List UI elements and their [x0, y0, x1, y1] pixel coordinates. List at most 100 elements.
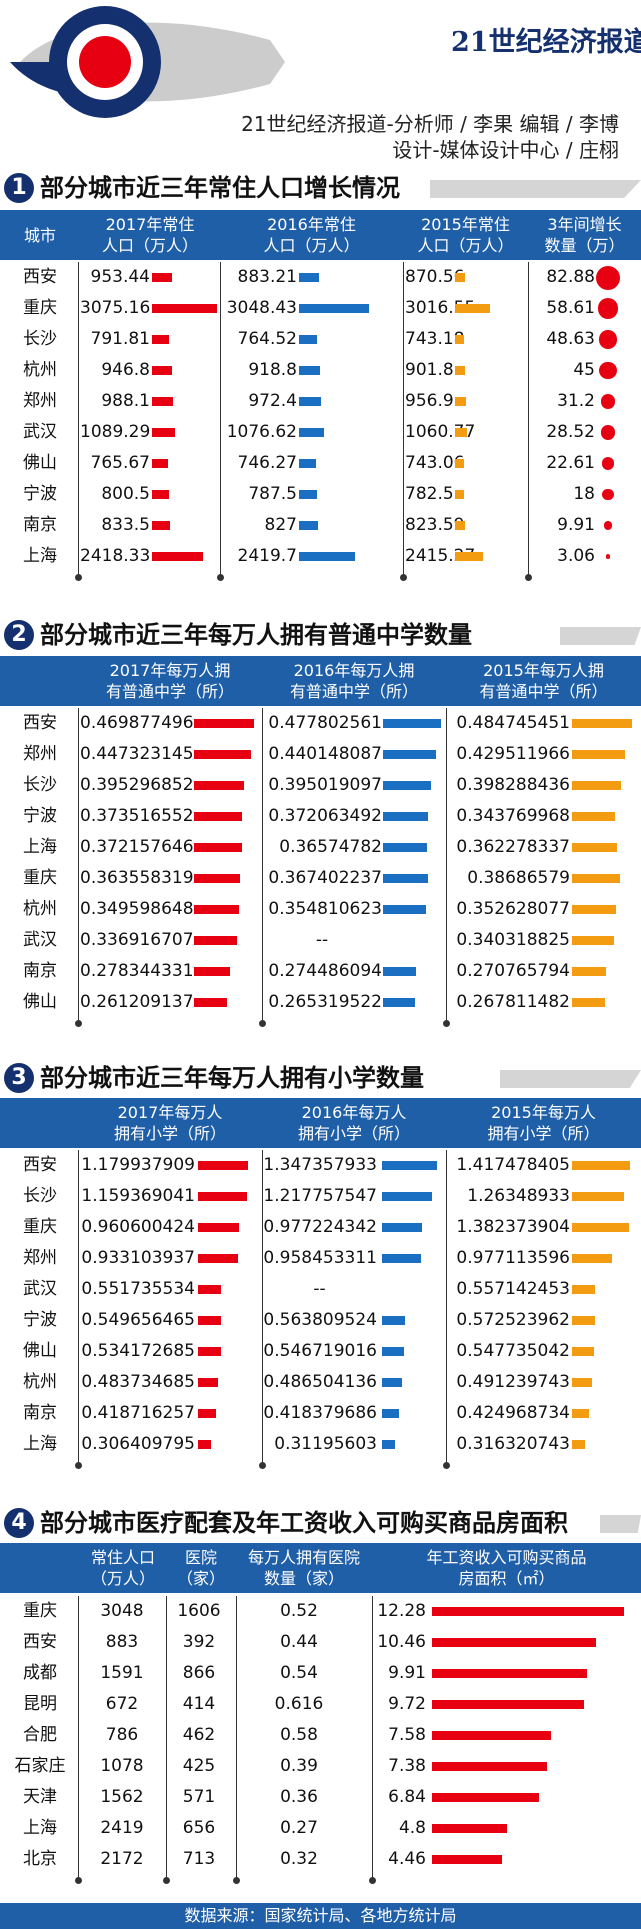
area-bar: [432, 1669, 587, 1678]
bar-mark: [194, 874, 240, 883]
bar-mark: [572, 1285, 595, 1294]
table-row: 长沙 1.159369041 1.217757547 1.26348933: [0, 1181, 641, 1212]
bar-mark: [572, 1192, 624, 1201]
growth-dot: [600, 425, 616, 440]
credit-line-1: 21世纪经济报道-分析师 / 李果 编辑 / 李博: [241, 112, 619, 136]
column-value: 883: [105, 1632, 139, 1652]
bar-mark: [194, 781, 244, 790]
value-label: 0.31195603: [274, 1434, 377, 1454]
bar-mark: [194, 750, 251, 759]
column-value: 0.36: [280, 1787, 318, 1807]
value-label: 0.933103937: [81, 1248, 195, 1268]
value-label: 800.5: [101, 484, 150, 504]
growth-label: 18: [573, 484, 595, 504]
area-label: 4.8: [398, 1818, 426, 1838]
bar-mark: [194, 998, 227, 1007]
value-label: 0.267811482: [456, 992, 570, 1012]
column-value: 0.616: [274, 1694, 324, 1714]
value-label: 0.278344331: [80, 961, 194, 981]
column-value: 2172: [100, 1849, 144, 1869]
value-label: 1089.29: [80, 422, 151, 442]
value-label: 0.546719016: [263, 1341, 377, 1361]
bar-mark: [383, 750, 436, 759]
value-label: 0.484745451: [456, 713, 570, 733]
area-label: 7.38: [388, 1756, 426, 1776]
area-bar: [432, 1731, 551, 1740]
city-name: 郑州: [23, 744, 57, 764]
bar-mark: [198, 1192, 247, 1201]
value-label: 0.418379686: [263, 1403, 377, 1423]
column-value: 571: [182, 1787, 216, 1807]
value-label: 0.343769968: [456, 806, 570, 826]
bar-mark: [152, 273, 172, 282]
column-value: 0.44: [280, 1632, 318, 1652]
column-divider: [443, 1150, 450, 1469]
table-row: 重庆 3075.16 3048.43 3016.55 58.61: [0, 293, 641, 324]
city-name: 杭州: [23, 360, 57, 380]
column-divider: [259, 1150, 266, 1469]
city-name: 佛山: [23, 1341, 57, 1361]
growth-label: 31.2: [557, 391, 595, 411]
bar-mark: [383, 967, 416, 976]
growth-label: 45: [573, 360, 595, 380]
value-label: 1.382373904: [456, 1217, 570, 1237]
bar-mark: [455, 397, 466, 406]
bar-mark: [455, 335, 464, 344]
value-label: 0.572523962: [456, 1310, 570, 1330]
table-row: 重庆 3048 1606 0.52 12.28: [0, 1596, 641, 1627]
table-row: 郑州 0.933103937 0.958453311 0.977113596: [0, 1243, 641, 1274]
value-label: 0.483734685: [81, 1372, 195, 1392]
table-row: 合肥 786 462 0.58 7.58: [0, 1720, 641, 1751]
bar-mark: [194, 967, 230, 976]
value-label: 0.977224342: [263, 1217, 377, 1237]
column-value: 1078: [100, 1756, 144, 1776]
bar-mark: [198, 1347, 221, 1356]
section-number: 3: [4, 1063, 34, 1093]
value-label: 0.352628077: [456, 899, 570, 919]
growth-label: 58.61: [546, 298, 595, 318]
source-footer: 数据来源：国家统计局、各地方统计局: [0, 1903, 641, 1929]
title-decor-bar: [430, 180, 641, 198]
value-label: 918.8: [248, 360, 297, 380]
value-label: 0.958453311: [263, 1248, 377, 1268]
value-label: 0.38686579: [467, 868, 570, 888]
value-label: 883.21: [237, 267, 297, 287]
column-value: 0.27: [280, 1818, 318, 1838]
city-name: 长沙: [23, 1186, 57, 1206]
table-row: 杭州 0.483734685 0.486504136 0.491239743: [0, 1367, 641, 1398]
bar-mark: [382, 1254, 421, 1263]
city-name: 郑州: [23, 391, 57, 411]
title-decor-bar: [600, 1515, 641, 1533]
bar-mark: [152, 490, 169, 499]
value-label: 743.06: [405, 453, 465, 473]
table-row: 重庆 0.363558319 0.367402237 0.38686579: [0, 863, 641, 894]
growth-label: 22.61: [546, 453, 595, 473]
growth-dot: [597, 298, 619, 319]
value-label: 1.347357933: [263, 1155, 377, 1175]
bar-mark: [572, 1316, 595, 1325]
table-row: 西安 0.469877496 0.477802561 0.484745451: [0, 708, 641, 739]
value-label: 2418.33: [80, 546, 151, 566]
bar-mark: [572, 719, 632, 728]
city-name: 佛山: [23, 453, 57, 473]
growth-label: 28.52: [546, 422, 595, 442]
city-name: 武汉: [23, 930, 57, 950]
header-cell: [0, 656, 78, 706]
bar-mark: [198, 1161, 248, 1170]
bar-mark: [383, 874, 428, 883]
column-divider: [75, 1596, 82, 1884]
bar-mark: [455, 521, 465, 530]
area-label: 10.46: [377, 1632, 426, 1652]
value-label: 901.8: [405, 360, 454, 380]
table-row: 武汉 1089.29 1076.62 1060.77 28.52: [0, 417, 641, 448]
table-row: 武汉 0.551735534 -- 0.557142453: [0, 1274, 641, 1305]
bar-mark: [194, 719, 254, 728]
bar-mark: [299, 428, 324, 437]
table-row: 杭州 946.8 918.8 901.8 45: [0, 355, 641, 386]
bar-mark: [194, 812, 242, 821]
value-label: 3016.55: [405, 298, 476, 318]
table-row: 长沙 791.81 764.52 743.18 48.63: [0, 324, 641, 355]
value-label: 0.316320743: [456, 1434, 570, 1454]
value-label: 827: [264, 515, 297, 535]
table-row: 佛山 765.67 746.27 743.06 22.61: [0, 448, 641, 479]
